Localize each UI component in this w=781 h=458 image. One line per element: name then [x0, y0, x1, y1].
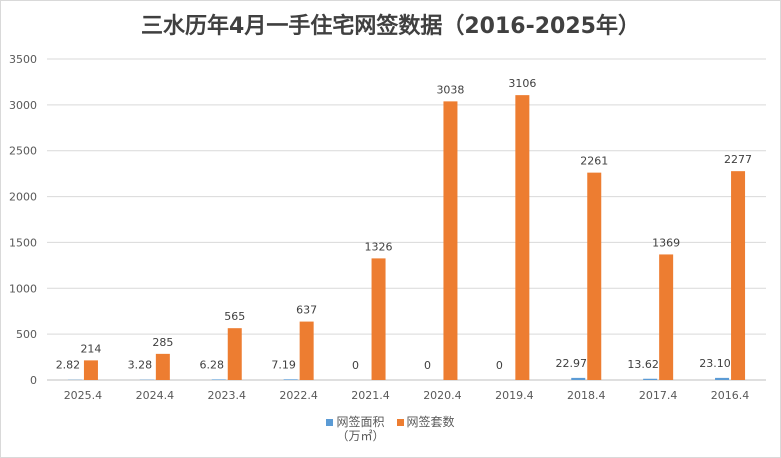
x-tick-label: 2025.4: [64, 389, 103, 402]
bar-area: [211, 379, 226, 380]
y-tick-label: 0: [30, 374, 37, 387]
y-tick-label: 2000: [9, 191, 37, 204]
data-label-area: 7.19: [271, 358, 296, 371]
legend: 网签面积 （万㎡） 网签套数: [0, 415, 781, 443]
bar-units: [299, 321, 314, 380]
x-tick-label: 2022.4: [279, 389, 318, 402]
data-label-units: 3038: [436, 83, 464, 96]
legend-label-units: 网签套数: [406, 415, 455, 429]
data-label-units: 2261: [580, 155, 608, 168]
bar-units: [371, 258, 386, 380]
data-label-area: 6.28: [200, 358, 225, 371]
x-tick-label: 2023.4: [208, 389, 247, 402]
data-label-area: 0: [352, 359, 359, 372]
bar-units: [83, 360, 98, 380]
bar-area: [571, 377, 586, 380]
bar-units: [659, 254, 674, 380]
x-tick-label: 2017.4: [639, 389, 678, 402]
legend-label-area-line1: 网签面积: [336, 415, 385, 429]
legend-label-area-line2: （万㎡）: [336, 429, 385, 443]
x-tick-label: 2018.4: [567, 389, 606, 402]
bar-units: [515, 95, 530, 380]
bar-units: [155, 353, 170, 380]
data-label-units: 1369: [652, 236, 680, 249]
data-label-units: 565: [224, 310, 245, 323]
legend-swatch-units: [396, 419, 404, 426]
y-tick-label: 1500: [9, 236, 37, 249]
data-label-area: 13.62: [627, 358, 659, 371]
bar-units: [443, 101, 458, 380]
data-label-area: 0: [424, 359, 431, 372]
x-tick-label: 2024.4: [136, 389, 175, 402]
legend-item-units: 网签套数: [396, 415, 455, 443]
y-tick-label: 1000: [9, 282, 37, 295]
bar-area: [643, 378, 658, 380]
bar-units: [731, 171, 746, 380]
x-tick-label: 2020.4: [423, 389, 462, 402]
data-label-area: 22.97: [556, 357, 588, 370]
y-tick-label: 500: [16, 328, 37, 341]
data-label-units: 637: [296, 304, 317, 317]
data-label-area: 0: [496, 359, 503, 372]
data-label-units: 3106: [508, 77, 536, 90]
chart-title: 三水历年4月一手住宅网签数据（2016-2025年）: [141, 14, 640, 39]
bar-units: [227, 328, 242, 380]
bar-area: [283, 379, 298, 380]
y-tick-label: 3000: [9, 99, 37, 112]
data-label-area: 2.82: [56, 359, 81, 372]
data-label-area: 23.10: [699, 357, 731, 370]
data-label-units: 214: [80, 342, 101, 355]
data-label-area: 3.28: [128, 359, 153, 372]
x-tick-label: 2021.4: [351, 389, 390, 402]
legend-item-area: 网签面积 （万㎡）: [326, 415, 385, 443]
y-tick-label: 3500: [9, 53, 37, 66]
bar-area: [715, 377, 730, 380]
legend-label-area: 网签面积 （万㎡）: [336, 415, 384, 443]
data-label-units: 1326: [365, 240, 393, 253]
data-label-units: 2277: [724, 153, 752, 166]
legend-swatch-area: [326, 419, 334, 426]
y-tick-label: 2500: [9, 145, 37, 158]
x-tick-label: 2016.4: [711, 389, 750, 402]
bar-units: [587, 172, 602, 380]
x-tick-label: 2019.4: [495, 389, 534, 402]
data-label-units: 285: [152, 336, 173, 349]
